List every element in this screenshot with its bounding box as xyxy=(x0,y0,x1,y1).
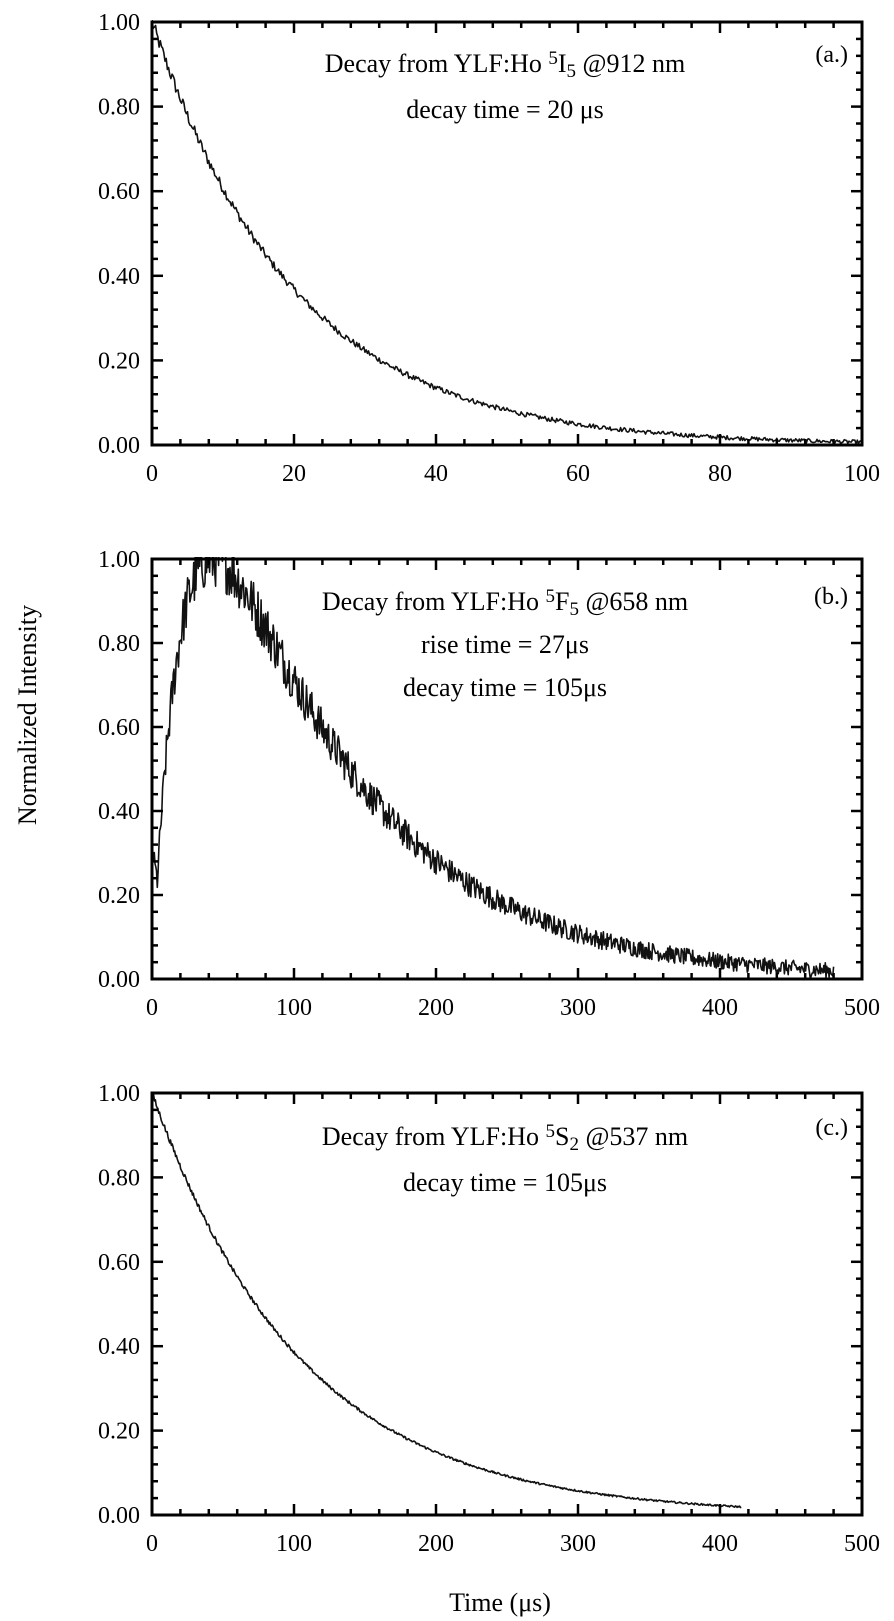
y-tick-label: 0.20 xyxy=(98,348,140,374)
y-tick-label: 0.00 xyxy=(98,967,140,993)
plot-frame xyxy=(150,557,864,981)
x-tick-label: 60 xyxy=(566,461,590,487)
plot-frame xyxy=(150,20,864,447)
x-tick-label: 0 xyxy=(146,1531,158,1557)
series-line xyxy=(152,20,862,445)
chart-annotation: Decay from YLF:Ho 5S2 @537 nm xyxy=(322,1121,688,1154)
y-tick-label: 1.00 xyxy=(98,10,140,36)
chart-panel: 0 100 200 300 400 500 0.00 0.20 0.40 0.60 0.80 1.00… xyxy=(98,1081,880,1557)
x-tick-label: 100 xyxy=(276,995,312,1021)
chart-annotation: Decay from YLF:Ho 5F5 @658 nm xyxy=(322,586,688,619)
x-tick-label: 500 xyxy=(844,1531,880,1557)
y-tick-label: 0.80 xyxy=(98,631,140,657)
x-tick-label: 0 xyxy=(146,461,158,487)
y-tick-label: 0.20 xyxy=(98,883,140,909)
x-tick-label: 300 xyxy=(560,1531,596,1557)
y-tick-label: 0.60 xyxy=(98,715,140,741)
chart-annotation: Decay from YLF:Ho 5I5 @912 nm xyxy=(325,48,685,81)
y-tick-label: 1.00 xyxy=(98,1081,140,1107)
y-tick-label: 0.00 xyxy=(98,433,140,459)
x-tick-label: 0 xyxy=(146,995,158,1021)
x-tick-label: 100 xyxy=(844,461,880,487)
y-tick-label: 0.60 xyxy=(98,1250,140,1276)
x-axis-label: Time (μs) xyxy=(449,1588,551,1617)
panel-tag: (b.) xyxy=(814,584,848,610)
chart-panel: 0 20 40 60 80 100 0.00 0.20 0.40 0.60 0.80 1.00 Deca… xyxy=(98,10,880,487)
y-tick-label: 0.60 xyxy=(98,179,140,205)
series-line xyxy=(152,557,835,979)
y-tick-label: 0.40 xyxy=(98,264,140,290)
y-tick-label: 0.40 xyxy=(98,799,140,825)
x-tick-label: 300 xyxy=(560,995,596,1021)
y-tick-label: 0.80 xyxy=(98,1165,140,1191)
y-tick-label: 0.40 xyxy=(98,1334,140,1360)
x-tick-label: 400 xyxy=(702,995,738,1021)
chart-annotation: decay time = 105μs xyxy=(403,1168,607,1197)
x-tick-label: 80 xyxy=(708,461,732,487)
chart-annotation: decay time = 105μs xyxy=(403,673,607,702)
y-tick-label: 0.80 xyxy=(98,95,140,121)
x-tick-label: 200 xyxy=(418,1531,454,1557)
plot-frame xyxy=(150,1091,864,1517)
y-axis-label: Normalized Intensity xyxy=(13,605,42,825)
series-line xyxy=(152,1093,742,1509)
x-tick-label: 100 xyxy=(276,1531,312,1557)
chart-annotation: decay time = 20 μs xyxy=(406,95,604,124)
x-tick-label: 20 xyxy=(282,461,306,487)
x-tick-label: 40 xyxy=(424,461,448,487)
y-tick-label: 1.00 xyxy=(98,547,140,573)
panel-tag: (c.) xyxy=(815,1115,848,1141)
y-tick-label: 0.00 xyxy=(98,1503,140,1529)
chart-panel: 0 100 200 300 400 500 0.00 0.20 0.40 0.60 0.80 1.00… xyxy=(98,547,880,1021)
chart-annotation: rise time = 27μs xyxy=(421,630,589,659)
x-tick-label: 500 xyxy=(844,995,880,1021)
y-tick-label: 0.20 xyxy=(98,1419,140,1445)
panels: 0 20 40 60 80 100 0.00 0.20 0.40 0.60 0.80 1.00 Deca… xyxy=(98,10,880,1557)
x-tick-label: 400 xyxy=(702,1531,738,1557)
x-tick-label: 200 xyxy=(418,995,454,1021)
panel-tag: (a.) xyxy=(815,42,848,68)
